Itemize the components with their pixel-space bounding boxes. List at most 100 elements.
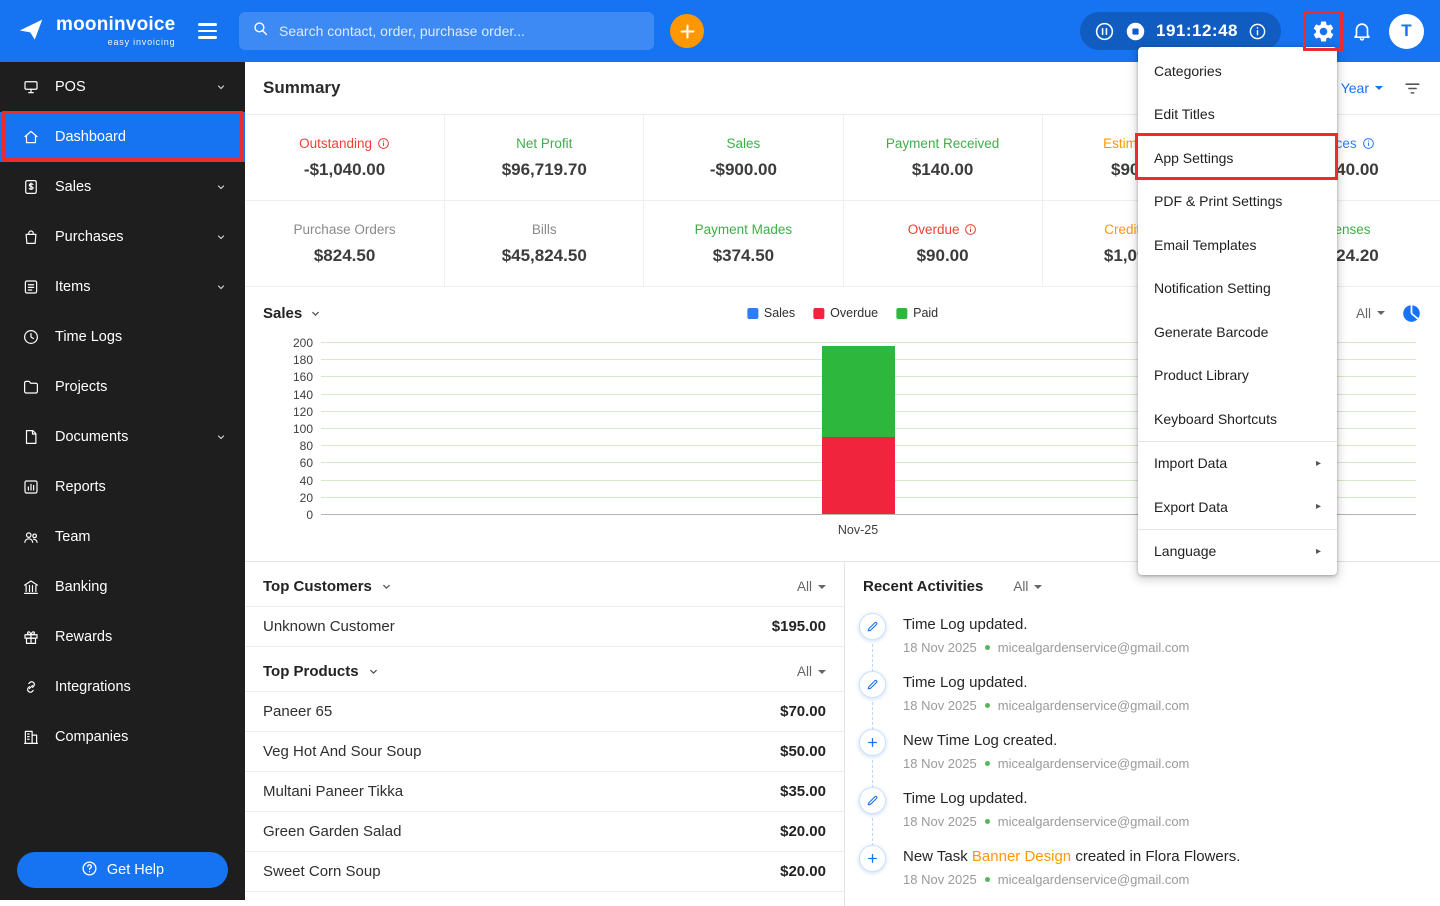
info-icon[interactable] [964, 223, 977, 236]
timer-display: 191:12:48 [1156, 21, 1238, 41]
info-icon[interactable] [1362, 137, 1375, 150]
sidebar-item-purchases[interactable]: Purchases [0, 212, 245, 262]
y-axis-label: 140 [275, 388, 313, 402]
sidebar-item-label: POS [55, 79, 86, 95]
product-row[interactable]: Paneer 65$70.00 [245, 692, 844, 732]
menu-item-edit-titles[interactable]: Edit Titles [1138, 93, 1337, 137]
sidebar-item-label: Dashboard [55, 129, 126, 145]
search-icon [252, 20, 269, 42]
card-value: $140.00 [912, 160, 973, 180]
notifications-bell-icon[interactable] [1351, 20, 1373, 42]
card-label: Purchase Orders [294, 222, 396, 237]
menu-item-import-data[interactable]: Import Data▸ [1138, 442, 1337, 486]
recent-activities-filter[interactable]: All [1013, 579, 1042, 594]
sidebar-item-pos[interactable]: POS [0, 62, 245, 112]
chart-title[interactable]: Sales [263, 305, 322, 322]
quick-add-button[interactable] [670, 14, 704, 48]
chart-range-filter[interactable]: All [1356, 306, 1385, 321]
app-logo[interactable]: mooninvoice easy invoicing [0, 14, 192, 49]
info-icon[interactable] [377, 137, 390, 150]
sidebar-item-dashboard[interactable]: Dashboard [0, 112, 245, 162]
sidebar-item-companies[interactable]: Companies [0, 712, 245, 762]
activity-title: New Time Log created. [903, 729, 1189, 749]
stop-icon[interactable] [1125, 21, 1146, 42]
activity-text: Time Log updated. [903, 674, 1028, 691]
activity-date: 18 Nov 2025 [903, 640, 977, 655]
search-input[interactable] [279, 23, 641, 39]
chevron-down-icon [309, 307, 322, 320]
chevron-down-icon[interactable] [380, 580, 393, 593]
product-row[interactable]: Green Garden Salad $20.00 [245, 812, 844, 852]
menu-item-pdf-print-settings[interactable]: PDF & Print Settings [1138, 180, 1337, 224]
info-icon[interactable] [1248, 22, 1267, 41]
product-row[interactable]: Multani Paneer Tikka$35.00 [245, 772, 844, 812]
menu-item-export-data[interactable]: Export Data▸ [1138, 485, 1337, 529]
user-avatar[interactable]: T [1389, 14, 1424, 49]
global-search[interactable] [239, 12, 654, 50]
add-icon[interactable] [859, 845, 886, 872]
get-help-button[interactable]: Get Help [17, 852, 228, 888]
product-row[interactable]: Veg Hot And Sour Soup$50.00 [245, 732, 844, 772]
activity-text: Time Log updated. [903, 790, 1028, 807]
building-icon [22, 728, 40, 746]
card-label-text: Payment Mades [695, 222, 793, 237]
customer-row[interactable]: Unknown Customer$195.00 [245, 607, 844, 647]
pause-icon[interactable] [1094, 21, 1115, 42]
top-products-filter[interactable]: All [797, 664, 826, 679]
pie-chart-toggle-icon[interactable] [1401, 303, 1422, 324]
sidebar-item-time-logs[interactable]: Time Logs [0, 312, 245, 362]
x-axis-label: Nov-25 [822, 523, 895, 537]
product-row-name: Sweet Corn Soup [263, 863, 381, 880]
activity-link[interactable]: Banner Design [972, 848, 1071, 865]
sidebar-item-team[interactable]: Team [0, 512, 245, 562]
sidebar-item-documents[interactable]: Documents [0, 412, 245, 462]
product-row-amount: $20.00 [780, 823, 826, 840]
card-value: $824.50 [314, 246, 375, 266]
filter-icon[interactable] [1403, 79, 1422, 98]
menu-item-product-library[interactable]: Product Library [1138, 354, 1337, 398]
menu-item-language[interactable]: Language▸ [1138, 530, 1337, 574]
activity-title: Time Log updated. [903, 787, 1189, 807]
separator-dot [985, 645, 990, 650]
sidebar-item-projects[interactable]: Projects [0, 362, 245, 412]
top-customers-list: Unknown Customer$195.00 [245, 607, 844, 647]
menu-item-app-settings[interactable]: App Settings [1138, 136, 1337, 180]
product-row-name: Green Garden Salad [263, 823, 401, 840]
top-customers-filter[interactable]: All [797, 579, 826, 594]
legend-item-sales: Sales [747, 306, 795, 320]
menu-item-email-templates[interactable]: Email Templates [1138, 223, 1337, 267]
menu-item-keyboard-shortcuts[interactable]: Keyboard Shortcuts [1138, 397, 1337, 441]
edit-icon[interactable] [859, 671, 886, 698]
card-label: Outstanding [299, 136, 390, 151]
sidebar-item-items[interactable]: Items [0, 262, 245, 312]
sidebar-item-sales[interactable]: Sales [0, 162, 245, 212]
menu-toggle-button[interactable] [192, 17, 223, 44]
menu-item-categories[interactable]: Categories [1138, 49, 1337, 93]
chart-title-label: Sales [263, 305, 302, 322]
edit-icon[interactable] [859, 787, 886, 814]
menu-item-label: Import Data [1154, 455, 1227, 471]
menu-item-notification-setting[interactable]: Notification Setting [1138, 267, 1337, 311]
add-icon[interactable] [859, 729, 886, 756]
edit-icon[interactable] [859, 613, 886, 640]
menu-item-generate-barcode[interactable]: Generate Barcode [1138, 310, 1337, 354]
sidebar-item-integrations[interactable]: Integrations [0, 662, 245, 712]
sidebar-item-rewards[interactable]: Rewards [0, 612, 245, 662]
clock-icon [22, 328, 40, 346]
sidebar-item-label: Banking [55, 579, 107, 595]
sidebar-item-banking[interactable]: Banking [0, 562, 245, 612]
product-row[interactable]: Sweet Corn Soup$20.00 [245, 852, 844, 892]
stacked-bar-nov-25[interactable] [822, 342, 895, 514]
sidebar-item-label: Documents [55, 429, 128, 445]
app-title: mooninvoice [56, 15, 175, 34]
card-value: -$900.00 [710, 160, 777, 180]
chevron-down-icon[interactable] [367, 665, 380, 678]
bar-segment-paid [822, 346, 895, 436]
sidebar-item-reports[interactable]: Reports [0, 462, 245, 512]
settings-gear-icon[interactable] [1311, 19, 1336, 44]
menu-item-label: Email Templates [1154, 237, 1256, 253]
